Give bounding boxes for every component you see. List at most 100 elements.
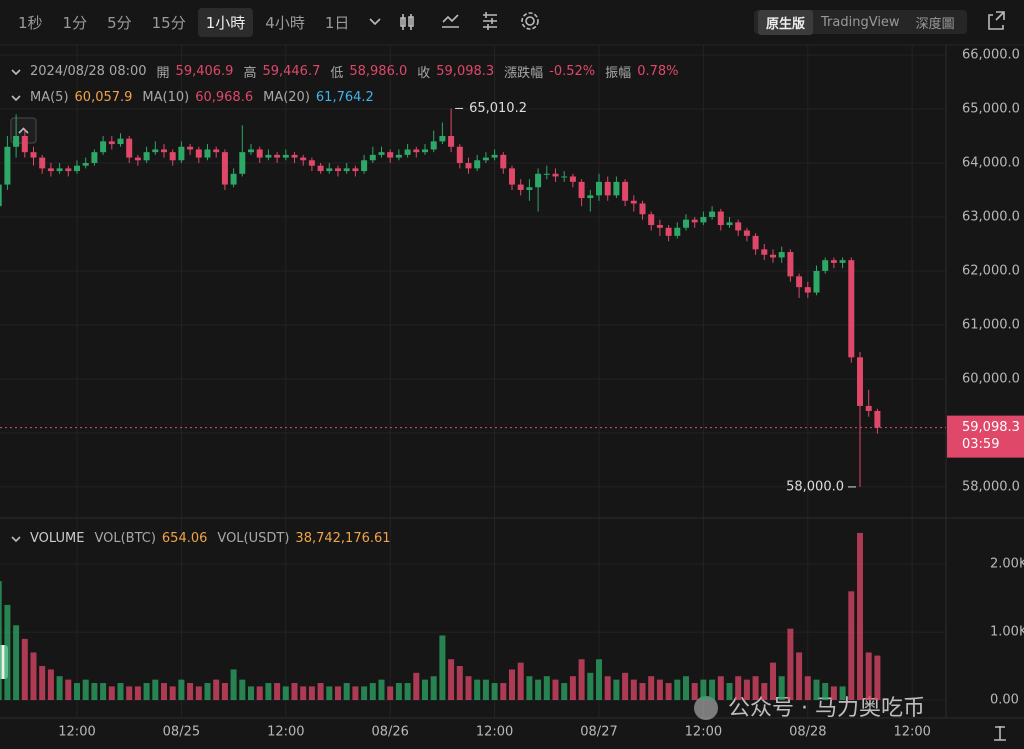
more-intervals[interactable] [369,18,381,26]
interval-button[interactable]: 5分 [107,14,132,32]
collapse-chevrons[interactable] [11,69,21,543]
volume-bar [543,676,550,700]
ohlc-value: 59,406.9 [175,63,234,79]
candle-body [335,168,341,172]
candle-body [709,211,716,217]
candle-body [735,222,742,231]
settings-list-icon[interactable] [483,12,497,30]
settings-gear[interactable] [521,12,539,30]
candle-body [683,219,689,228]
interval-button[interactable]: 15分 [151,14,186,32]
candle-body [569,176,576,182]
x-tick-label: 12:00 [267,725,304,740]
candle-body [613,181,620,196]
candle-body [143,152,150,161]
candle-body [509,168,515,185]
volume-bar [178,679,185,700]
volume-series-name: VOL(USDT) [217,530,290,546]
volume-series-value: 38,742,176.61 [295,530,391,546]
candle-body [439,135,446,142]
candle-body [465,162,472,169]
candle-body [639,203,646,215]
candle-body [648,214,655,226]
interval-button[interactable]: 1日 [324,14,350,32]
volume-bar [639,683,646,700]
view-button[interactable]: 深度圖 [915,16,955,32]
volume-bar [743,679,750,700]
indicator-icon[interactable] [442,14,459,28]
volume-bar [291,683,298,700]
x-tick-label: 12:00 [893,725,930,740]
candle-body [239,152,246,174]
x-tick-label: 12:00 [58,725,95,740]
volume-bar [317,683,324,700]
volume-bar [335,686,341,700]
ma-legend: MA(5) 60,057.9 MA(10) 60,968.6 MA(20) 61,764.… [30,88,384,106]
candle-body [282,154,289,158]
candle-body [752,235,759,250]
candle-body [865,405,872,411]
ma-value: 60,057.9 [74,89,133,105]
candle-body [300,157,307,161]
ohlc-info: 2024/08/28 08:00 開 59,406.9 高 59,446.7 低 58,9… [30,62,685,81]
candle-body [169,152,176,161]
candle-body [804,287,811,293]
volume-bar [813,679,820,700]
watermark-icon [694,696,718,720]
volume-bar [796,652,803,700]
candle-body [874,410,881,428]
amplitude-label: 振幅 [605,65,632,81]
settings-icon[interactable] [525,16,535,26]
volume-bar [830,686,837,700]
last-price-label: 59,098.3 [962,420,1020,435]
candle-body [822,260,829,271]
candle-body [56,168,63,172]
x-tick-label: 12:00 [476,725,513,740]
candle-body [604,181,611,196]
volume-bar [709,679,716,700]
candle-body [561,176,568,178]
ohlc-label: 收 [417,65,431,81]
volume-bar [509,669,515,700]
ohlc-value: 58,986.0 [349,63,408,79]
candle-body [700,216,707,223]
candle-body [387,152,394,158]
volume-tick-label: 2.00K [990,557,1024,572]
volume-bar [422,679,428,700]
candle-body [308,160,315,166]
interval-button[interactable]: 4小時 [265,14,305,32]
candle-body [187,146,194,150]
view-button[interactable]: TradingView [821,14,900,30]
volume-bar [726,683,733,700]
volume-bar [569,676,576,700]
candle-body [39,157,46,169]
interval-button[interactable]: 1分 [62,14,88,32]
volume-bar [752,676,759,700]
candle-body [256,149,263,158]
y-tick-label: 58,000.0 [962,479,1020,494]
reset-axis-icon[interactable] [994,726,1006,741]
high-marker-label: 65,010.2 [469,101,527,116]
candle-body [813,270,820,293]
fullscreen-icon[interactable] [988,11,1005,30]
interval-button[interactable]: 1小時 [197,8,254,37]
toolbar-icons[interactable] [0,11,1006,741]
volume-series-value: 654.06 [161,530,208,546]
volume-bar [500,683,507,700]
candle-body [178,146,185,161]
candle-body [221,152,228,185]
volume-bar [613,679,620,700]
change-value: -0.52% [549,63,596,79]
interval-button[interactable]: 1秒 [18,14,43,32]
volume-bar [13,625,20,700]
candle-body [248,149,254,153]
candle-body [474,160,481,169]
candle-body [265,154,272,158]
candle-icon[interactable] [400,14,414,30]
view-button[interactable]: 原生版 [758,9,814,35]
candle-body [535,173,542,188]
volume-bar [256,686,263,700]
volume-bar [656,679,663,700]
candle-body [596,181,602,196]
